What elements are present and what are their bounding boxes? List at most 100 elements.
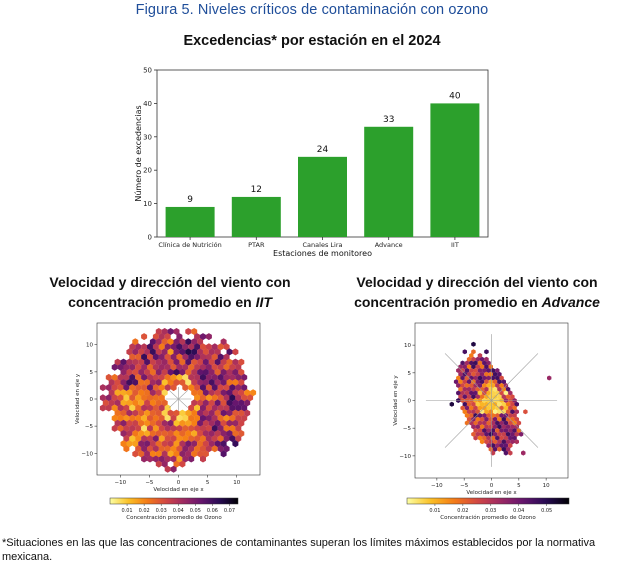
hexbin-cell — [173, 450, 180, 458]
y-tick-label: 0 — [90, 397, 94, 403]
hexbin-cell — [501, 431, 506, 437]
hexbin-cell — [505, 431, 511, 437]
hexbin-cell — [211, 373, 218, 381]
hexbin-cell — [161, 389, 168, 397]
hexbin-cell — [202, 348, 209, 356]
hexbin-cell — [497, 371, 502, 377]
hexbin-cell — [191, 358, 198, 366]
hexbin-cell — [458, 394, 463, 400]
hexbin-cell — [138, 368, 145, 376]
hexbin-cell — [238, 419, 245, 427]
hexbin-cell — [158, 455, 165, 463]
hexbin-cell — [492, 431, 498, 437]
hexbin-cell — [247, 394, 254, 402]
hexbin-cell — [138, 348, 145, 356]
hexbin-cell — [114, 379, 121, 386]
hexbin-cell — [503, 450, 509, 456]
hexbin-cell — [197, 430, 204, 437]
hexbin-cell — [114, 399, 121, 407]
hexbin-cell — [141, 384, 148, 392]
hexbin-cell — [182, 343, 189, 351]
hexbin-cell — [185, 419, 192, 427]
hexbin-cell — [167, 379, 174, 386]
x-tick-label: 0 — [177, 480, 181, 486]
hexbin-cell — [117, 414, 124, 422]
hexbin-cell — [202, 379, 209, 386]
hexbin-cell — [484, 409, 489, 415]
hexbin-cell — [120, 358, 127, 366]
hexbin-cell — [182, 373, 189, 381]
hexbin-cell — [512, 420, 517, 426]
hexbin-cell — [479, 424, 485, 430]
hexbin-cell — [155, 409, 162, 417]
hexbin-cell — [170, 363, 177, 371]
hexbin-cell — [460, 368, 465, 373]
hexbin-cell — [503, 390, 509, 396]
hexbin-cell — [473, 375, 478, 381]
x-tick-label: 10 — [233, 480, 240, 486]
hexbin-cell — [462, 379, 467, 385]
hexbin-cell — [214, 379, 221, 386]
hexbin-cells — [449, 341, 552, 456]
hexbin-cell — [477, 428, 483, 433]
hexbin-cell — [471, 356, 476, 362]
hexbin-cell — [490, 450, 496, 456]
hexbin-cell — [158, 394, 165, 402]
hexbin-cell — [220, 399, 227, 407]
hexbin-cell — [214, 348, 221, 356]
hexbin-cell — [158, 445, 165, 453]
hexbin-cell — [147, 373, 153, 381]
colorbar-tick-label: 0.03 — [156, 508, 167, 514]
hexbin-cell — [147, 363, 153, 371]
hexbin-cell — [173, 338, 180, 346]
hexbin-cell — [179, 409, 186, 417]
hexbin-cell — [217, 373, 224, 381]
hexbin-cell — [497, 424, 502, 430]
direction-line — [168, 390, 189, 408]
hexbin-cell — [167, 338, 174, 346]
hexbin-cell — [152, 384, 159, 392]
hexbin-cell — [105, 404, 112, 412]
hexbin-cell — [510, 439, 515, 445]
hexbin-cell — [469, 383, 474, 388]
y-tick-label: 10 — [143, 200, 152, 208]
hexbin-cell — [232, 379, 239, 386]
hexbin-cell — [117, 404, 124, 412]
hexbin-cell — [194, 373, 201, 381]
hexbin-cell — [477, 375, 483, 381]
hexbin-cell — [147, 455, 153, 463]
hexbin-cell — [479, 416, 485, 422]
hexbin-cell — [205, 394, 212, 402]
hexbin-cell — [490, 368, 496, 373]
hexbin-cell — [188, 363, 195, 371]
hexbin-cell — [464, 413, 470, 418]
figure-title: Figura 5. Niveles críticos de contaminac… — [135, 2, 489, 18]
hexbin-cell — [499, 443, 504, 449]
hexbin-cell — [462, 364, 467, 370]
hexbin-cell — [144, 450, 151, 458]
hexbin-cell — [161, 379, 168, 386]
hexbin-cell — [141, 445, 148, 453]
hexbin-cell — [117, 384, 124, 392]
hexbin-cell — [191, 379, 198, 386]
y-tick-label: 30 — [143, 133, 152, 141]
hexbin-cell — [508, 428, 513, 433]
y-tick-label: 5 — [90, 370, 94, 376]
hexbin-cell — [208, 440, 215, 448]
hexbin-cell — [508, 390, 513, 396]
hexbin-cell — [499, 383, 504, 388]
hexbin-cell — [200, 333, 206, 341]
colorbar-tick-label: 0.02 — [457, 508, 468, 514]
hexbin-cell — [135, 384, 142, 392]
advance-hexbin-chart: −10 −5 0 5 10 −10 −5 0 5 10 Velocidad en eje x Velo… — [393, 322, 570, 521]
hexbin-cell — [152, 333, 159, 341]
colorbar-tick-label: 0.01 — [429, 508, 440, 514]
hexbin-cell — [126, 419, 133, 427]
hexbin-cell — [164, 333, 171, 341]
hexbin-cell — [238, 368, 245, 376]
hexbin-cell — [188, 414, 195, 422]
hexbin-cell — [152, 424, 159, 432]
hexbin-cell — [179, 368, 186, 376]
hexbin-cell — [497, 379, 502, 385]
hexbin-cell — [510, 409, 515, 415]
